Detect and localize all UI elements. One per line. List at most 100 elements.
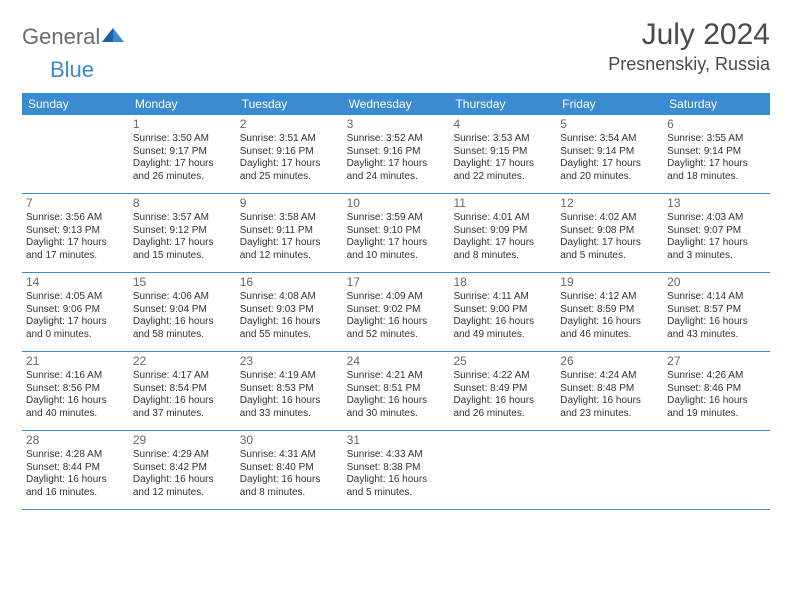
calendar-cell: 29Sunrise: 4:29 AMSunset: 8:42 PMDayligh… bbox=[129, 431, 236, 509]
day-number: 3 bbox=[347, 117, 446, 132]
day-info: Sunrise: 4:22 AMSunset: 8:49 PMDaylight:… bbox=[453, 370, 552, 420]
logo-word-general: General bbox=[22, 24, 100, 50]
day-number: 9 bbox=[240, 196, 339, 211]
day-info: Sunrise: 3:55 AMSunset: 9:14 PMDaylight:… bbox=[667, 133, 766, 183]
day-number: 4 bbox=[453, 117, 552, 132]
month-title: July 2024 bbox=[608, 18, 770, 52]
calendar-cell: 14Sunrise: 4:05 AMSunset: 9:06 PMDayligh… bbox=[22, 273, 129, 351]
dow-saturday: Saturday bbox=[663, 93, 770, 115]
calendar-cell: 31Sunrise: 4:33 AMSunset: 8:38 PMDayligh… bbox=[343, 431, 450, 509]
day-number: 14 bbox=[26, 275, 125, 290]
day-info: Sunrise: 4:33 AMSunset: 8:38 PMDaylight:… bbox=[347, 449, 446, 499]
calendar-week: 7Sunrise: 3:56 AMSunset: 9:13 PMDaylight… bbox=[22, 194, 770, 273]
day-number: 26 bbox=[560, 354, 659, 369]
day-number: 20 bbox=[667, 275, 766, 290]
day-number: 23 bbox=[240, 354, 339, 369]
calendar-cell: 11Sunrise: 4:01 AMSunset: 9:09 PMDayligh… bbox=[449, 194, 556, 272]
calendar-cell bbox=[22, 115, 129, 193]
calendar-cell: 10Sunrise: 3:59 AMSunset: 9:10 PMDayligh… bbox=[343, 194, 450, 272]
calendar-cell: 7Sunrise: 3:56 AMSunset: 9:13 PMDaylight… bbox=[22, 194, 129, 272]
dow-wednesday: Wednesday bbox=[343, 93, 450, 115]
calendar-cell: 15Sunrise: 4:06 AMSunset: 9:04 PMDayligh… bbox=[129, 273, 236, 351]
calendar-cell: 22Sunrise: 4:17 AMSunset: 8:54 PMDayligh… bbox=[129, 352, 236, 430]
day-number: 18 bbox=[453, 275, 552, 290]
day-info: Sunrise: 4:06 AMSunset: 9:04 PMDaylight:… bbox=[133, 291, 232, 341]
day-number: 25 bbox=[453, 354, 552, 369]
calendar-cell: 21Sunrise: 4:16 AMSunset: 8:56 PMDayligh… bbox=[22, 352, 129, 430]
day-info: Sunrise: 4:01 AMSunset: 9:09 PMDaylight:… bbox=[453, 212, 552, 262]
calendar-week: 14Sunrise: 4:05 AMSunset: 9:06 PMDayligh… bbox=[22, 273, 770, 352]
day-info: Sunrise: 4:16 AMSunset: 8:56 PMDaylight:… bbox=[26, 370, 125, 420]
day-info: Sunrise: 4:08 AMSunset: 9:03 PMDaylight:… bbox=[240, 291, 339, 341]
day-info: Sunrise: 3:54 AMSunset: 9:14 PMDaylight:… bbox=[560, 133, 659, 183]
calendar-cell: 25Sunrise: 4:22 AMSunset: 8:49 PMDayligh… bbox=[449, 352, 556, 430]
calendar-week: 21Sunrise: 4:16 AMSunset: 8:56 PMDayligh… bbox=[22, 352, 770, 431]
day-info: Sunrise: 4:29 AMSunset: 8:42 PMDaylight:… bbox=[133, 449, 232, 499]
day-info: Sunrise: 4:19 AMSunset: 8:53 PMDaylight:… bbox=[240, 370, 339, 420]
calendar-cell: 23Sunrise: 4:19 AMSunset: 8:53 PMDayligh… bbox=[236, 352, 343, 430]
day-number: 16 bbox=[240, 275, 339, 290]
calendar-cell bbox=[556, 431, 663, 509]
day-number: 27 bbox=[667, 354, 766, 369]
day-number: 7 bbox=[26, 196, 125, 211]
day-info: Sunrise: 4:31 AMSunset: 8:40 PMDaylight:… bbox=[240, 449, 339, 499]
day-number: 22 bbox=[133, 354, 232, 369]
calendar-cell: 4Sunrise: 3:53 AMSunset: 9:15 PMDaylight… bbox=[449, 115, 556, 193]
calendar-cell: 17Sunrise: 4:09 AMSunset: 9:02 PMDayligh… bbox=[343, 273, 450, 351]
logo-word-blue: Blue bbox=[50, 57, 94, 82]
day-info: Sunrise: 3:57 AMSunset: 9:12 PMDaylight:… bbox=[133, 212, 232, 262]
day-info: Sunrise: 3:52 AMSunset: 9:16 PMDaylight:… bbox=[347, 133, 446, 183]
day-number: 12 bbox=[560, 196, 659, 211]
day-of-week-header: Sunday Monday Tuesday Wednesday Thursday… bbox=[22, 93, 770, 115]
day-info: Sunrise: 4:09 AMSunset: 9:02 PMDaylight:… bbox=[347, 291, 446, 341]
calendar-cell: 13Sunrise: 4:03 AMSunset: 9:07 PMDayligh… bbox=[663, 194, 770, 272]
calendar-cell bbox=[449, 431, 556, 509]
dow-monday: Monday bbox=[129, 93, 236, 115]
day-info: Sunrise: 4:05 AMSunset: 9:06 PMDaylight:… bbox=[26, 291, 125, 341]
day-info: Sunrise: 3:51 AMSunset: 9:16 PMDaylight:… bbox=[240, 133, 339, 183]
calendar-cell: 26Sunrise: 4:24 AMSunset: 8:48 PMDayligh… bbox=[556, 352, 663, 430]
calendar-cell: 18Sunrise: 4:11 AMSunset: 9:00 PMDayligh… bbox=[449, 273, 556, 351]
day-number: 19 bbox=[560, 275, 659, 290]
calendar-cell: 3Sunrise: 3:52 AMSunset: 9:16 PMDaylight… bbox=[343, 115, 450, 193]
day-info: Sunrise: 3:58 AMSunset: 9:11 PMDaylight:… bbox=[240, 212, 339, 262]
day-info: Sunrise: 4:12 AMSunset: 8:59 PMDaylight:… bbox=[560, 291, 659, 341]
day-info: Sunrise: 4:03 AMSunset: 9:07 PMDaylight:… bbox=[667, 212, 766, 262]
day-number: 21 bbox=[26, 354, 125, 369]
day-number: 15 bbox=[133, 275, 232, 290]
day-number: 17 bbox=[347, 275, 446, 290]
day-number: 8 bbox=[133, 196, 232, 211]
calendar-cell: 20Sunrise: 4:14 AMSunset: 8:57 PMDayligh… bbox=[663, 273, 770, 351]
calendar-cell: 5Sunrise: 3:54 AMSunset: 9:14 PMDaylight… bbox=[556, 115, 663, 193]
dow-sunday: Sunday bbox=[22, 93, 129, 115]
day-number: 24 bbox=[347, 354, 446, 369]
calendar-week: 1Sunrise: 3:50 AMSunset: 9:17 PMDaylight… bbox=[22, 115, 770, 194]
day-number: 6 bbox=[667, 117, 766, 132]
location: Presnenskiy, Russia bbox=[608, 54, 770, 75]
day-number: 31 bbox=[347, 433, 446, 448]
day-number: 10 bbox=[347, 196, 446, 211]
day-info: Sunrise: 4:14 AMSunset: 8:57 PMDaylight:… bbox=[667, 291, 766, 341]
day-info: Sunrise: 3:56 AMSunset: 9:13 PMDaylight:… bbox=[26, 212, 125, 262]
day-info: Sunrise: 4:17 AMSunset: 8:54 PMDaylight:… bbox=[133, 370, 232, 420]
day-info: Sunrise: 4:21 AMSunset: 8:51 PMDaylight:… bbox=[347, 370, 446, 420]
dow-tuesday: Tuesday bbox=[236, 93, 343, 115]
day-info: Sunrise: 4:28 AMSunset: 8:44 PMDaylight:… bbox=[26, 449, 125, 499]
calendar-cell: 6Sunrise: 3:55 AMSunset: 9:14 PMDaylight… bbox=[663, 115, 770, 193]
day-number: 29 bbox=[133, 433, 232, 448]
calendar-cell: 9Sunrise: 3:58 AMSunset: 9:11 PMDaylight… bbox=[236, 194, 343, 272]
day-info: Sunrise: 4:02 AMSunset: 9:08 PMDaylight:… bbox=[560, 212, 659, 262]
calendar-cell: 12Sunrise: 4:02 AMSunset: 9:08 PMDayligh… bbox=[556, 194, 663, 272]
calendar-cell: 19Sunrise: 4:12 AMSunset: 8:59 PMDayligh… bbox=[556, 273, 663, 351]
calendar-cell: 2Sunrise: 3:51 AMSunset: 9:16 PMDaylight… bbox=[236, 115, 343, 193]
day-number: 13 bbox=[667, 196, 766, 211]
calendar-cell: 16Sunrise: 4:08 AMSunset: 9:03 PMDayligh… bbox=[236, 273, 343, 351]
day-info: Sunrise: 4:11 AMSunset: 9:00 PMDaylight:… bbox=[453, 291, 552, 341]
calendar-cell: 30Sunrise: 4:31 AMSunset: 8:40 PMDayligh… bbox=[236, 431, 343, 509]
title-block: July 2024 Presnenskiy, Russia bbox=[608, 18, 770, 75]
logo-triangle-icon bbox=[102, 26, 124, 49]
dow-thursday: Thursday bbox=[449, 93, 556, 115]
day-info: Sunrise: 4:26 AMSunset: 8:46 PMDaylight:… bbox=[667, 370, 766, 420]
day-number: 28 bbox=[26, 433, 125, 448]
day-number: 30 bbox=[240, 433, 339, 448]
